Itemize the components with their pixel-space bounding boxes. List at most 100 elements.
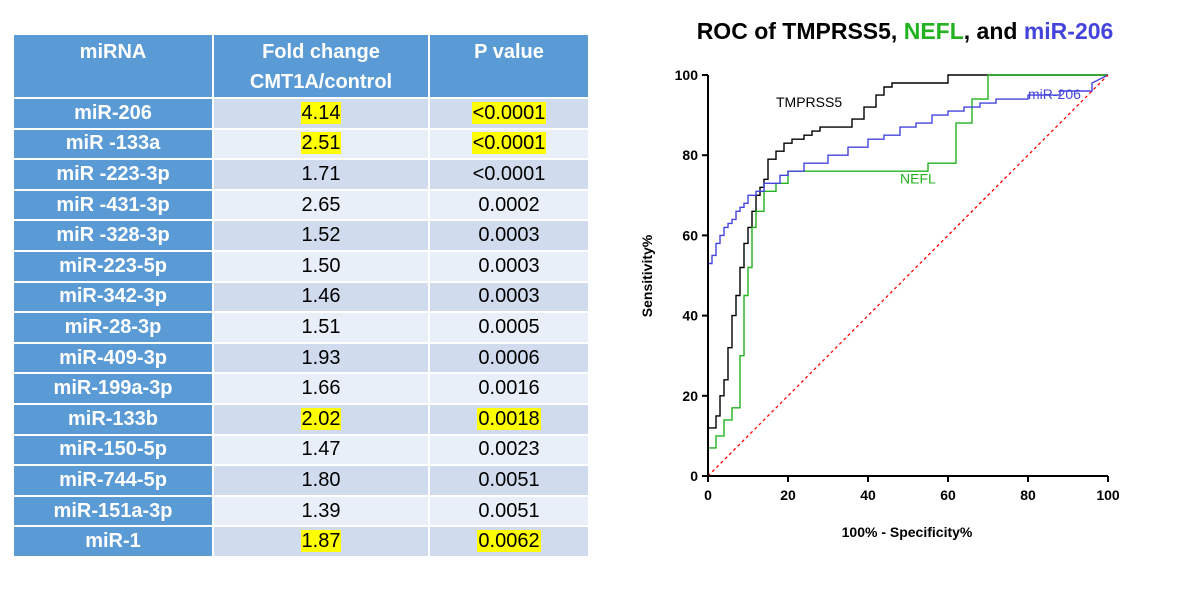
table-row: miR-744-5p 1.80 0.0051 [12,464,590,497]
p-value-cell: 0.0005 [428,311,590,344]
mirna-name-cell: miR-342-3p [12,280,214,314]
mirna-name-cell: miR-1 [12,525,214,558]
mirna-name-cell: miR-409-3p [12,341,214,375]
header-p-value: P value [428,33,590,99]
table-row: miR -223-3p 1.71 <0.0001 [12,158,590,191]
x-axis-label: 100% - Specificity% [842,524,973,540]
table-row: miR -133a 2.51 <0.0001 [12,127,590,161]
p-value-cell: 0.0023 [428,433,590,467]
fold-change-value: 1.71 [301,162,341,185]
p-value-value: 0.0023 [478,438,540,461]
fold-change-value: 1.66 [301,377,341,400]
header-fold-change-line1: Fold change [262,41,380,63]
x-tick-label: 40 [860,487,876,503]
p-value-value: <0.0001 [471,132,547,155]
p-value-value: 0.0002 [478,193,540,216]
roc-chart: ROC of TMPRSS5, NEFL, and miR-206 TMPRSS… [639,18,1120,540]
series-line-reference [707,74,1109,477]
fold-change-cell: 1.50 [212,249,430,283]
series-labels: TMPRSS5 NEFL miR-206 [776,86,1081,186]
chart-title: ROC of TMPRSS5, NEFL, and miR-206 [697,18,1114,44]
p-value-value: 0.0018 [477,407,541,430]
p-value-value: 0.0051 [478,499,540,522]
table-row: miR-151a-3p 1.39 0.0051 [12,494,590,528]
p-value-cell: 0.0003 [428,249,590,283]
y-tick-label: 20 [682,388,698,404]
p-value-cell: <0.0001 [428,127,590,161]
y-tick-label: 40 [682,308,698,324]
p-value-cell: 0.0002 [428,188,590,222]
chart-title-part: , [891,18,904,44]
p-value-cell: 0.0051 [428,494,590,528]
fold-change-cell: 1.46 [212,280,430,314]
mirna-name-cell: miR-199a-3p [12,372,214,405]
mirna-name-cell: miR-744-5p [12,464,214,497]
header-mirna: miRNA [12,33,214,99]
plot-lines [707,74,1109,477]
p-value-value: <0.0001 [472,162,546,185]
p-value-value: 0.0016 [478,377,540,400]
y-axis-label: Sensitivity% [639,234,655,317]
chart-title-part: ROC of TMPRSS5 [697,18,891,44]
table-row: miR-28-3p 1.51 0.0005 [12,311,590,344]
mirna-table: miRNA Fold change CMT1A/control P value … [12,33,590,558]
series-label-nefl: NEFL [900,170,936,186]
mirna-name-cell: miR-206 [12,97,214,130]
p-value-value: 0.0003 [478,224,540,247]
fold-change-value: 1.51 [301,315,341,338]
table-row: miR -328-3p 1.52 0.0003 [12,219,590,252]
x-tick-label: 20 [780,487,796,503]
x-tick-label: 80 [1020,487,1036,503]
p-value-value: 0.0003 [478,285,540,308]
fold-change-value: 4.14 [300,101,342,124]
series-line-nefl [707,74,1108,476]
fold-change-value: 1.80 [301,468,341,491]
x-tick-label: 60 [940,487,956,503]
fold-change-value: 1.50 [301,254,341,277]
p-value-value: 0.0051 [478,468,540,491]
p-value-cell: 0.0016 [428,372,590,405]
p-value-cell: <0.0001 [428,158,590,191]
mirna-name-cell: miR -133a [12,127,214,161]
mirna-name-cell: miR -431-3p [12,188,214,222]
chart-title-part: miR-206 [1024,18,1113,44]
p-value-value: 0.0006 [478,346,540,369]
mirna-name-cell: miR-223-5p [12,249,214,283]
table-row: miR-206 4.14 <0.0001 [12,97,590,130]
fold-change-value: 1.39 [301,499,341,522]
axes: 0 20 40 60 80 100 0 20 40 60 80 100 [675,67,1120,503]
table-row: miR -431-3p 2.65 0.0002 [12,188,590,222]
chart-title-part: NEFL [904,18,964,44]
fold-change-cell: 1.52 [212,219,430,252]
p-value-cell: 0.0003 [428,280,590,314]
table-row: miR-1 1.87 0.0062 [12,525,590,558]
fold-change-cell: 1.51 [212,311,430,344]
fold-change-value: 1.93 [301,346,341,369]
mirna-name-cell: miR-151a-3p [12,494,214,528]
p-value-cell: 0.0003 [428,219,590,252]
p-value-value: 0.0005 [478,315,540,338]
table-row: miR-409-3p 1.93 0.0006 [12,341,590,375]
table-row: miR-133b 2.02 0.0018 [12,402,590,436]
p-value-value: <0.0001 [471,101,547,124]
series-label-tmprss5: TMPRSS5 [776,94,842,110]
header-fold-change-line2: CMT1A/control [249,71,393,93]
series-line-tmprss5 [707,74,1108,476]
table-row: miR-150-5p 1.47 0.0023 [12,433,590,467]
mirna-name-cell: miR -328-3p [12,219,214,252]
fold-change-cell: 4.14 [212,97,430,130]
series-label-mir-206: miR-206 [1028,86,1081,102]
p-value-cell: <0.0001 [428,97,590,130]
mirna-name-cell: miR-133b [12,402,214,436]
fold-change-value: 1.87 [300,530,342,553]
mirna-name-cell: miR -223-3p [12,158,214,191]
fold-change-cell: 1.47 [212,433,430,467]
p-value-cell: 0.0006 [428,341,590,375]
table-header-row: miRNA Fold change CMT1A/control P value [12,33,590,99]
p-value-value: 0.0062 [477,530,541,553]
fold-change-value: 1.46 [301,285,341,308]
fold-change-value: 2.65 [301,193,341,216]
fold-change-cell: 1.80 [212,464,430,497]
table-body: miR-206 4.14 <0.0001 miR -133a 2.51 <0.0001 mi… [12,97,590,558]
chart-title-part: , and [964,18,1024,44]
